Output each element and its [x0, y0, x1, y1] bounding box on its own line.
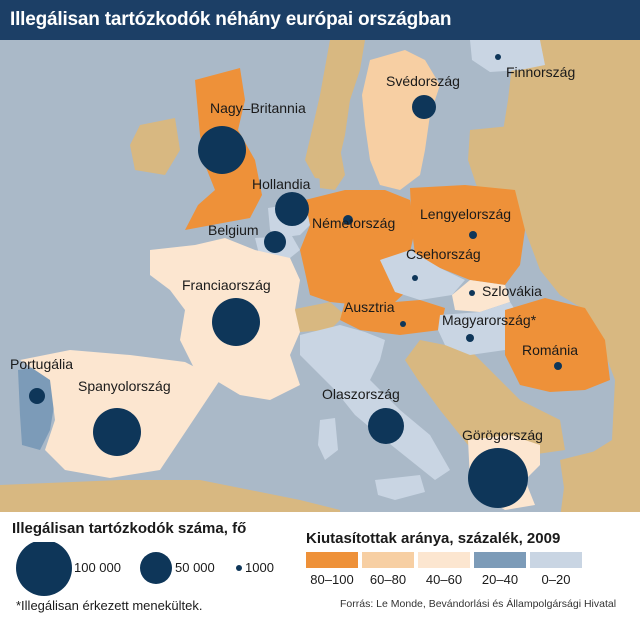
land-turkey — [560, 440, 640, 518]
size-label-medium: 50 000 — [175, 560, 215, 575]
size-legend: Illegálisan tartózkodók száma, fő 100 00… — [0, 512, 292, 632]
swatch-label-20-40: 20–40 — [481, 572, 519, 587]
size-legend-title: Illegálisan tartózkodók száma, fő — [12, 520, 247, 537]
land-ireland — [130, 118, 180, 175]
source-note: Forrás: Le Monde, Bevándorlási és Államp… — [340, 598, 617, 610]
bubble-spain — [93, 408, 141, 456]
country-austria — [340, 300, 445, 335]
bubble-slovakia — [469, 290, 475, 296]
footnote: *Illegálisan érkezett menekültek. — [16, 598, 203, 613]
bubble-germany — [343, 215, 353, 225]
land-norway — [305, 40, 365, 180]
label-uk: Nagy–Britannia — [210, 100, 306, 116]
size-legend-circles — [16, 542, 242, 596]
label-czechia: Csehország — [406, 246, 481, 262]
land-switzerland — [290, 302, 345, 332]
bubble-france — [212, 298, 260, 346]
country-sicily — [375, 475, 425, 500]
label-greece: Görögország — [462, 427, 543, 443]
label-netherlands: Hollandia — [252, 176, 311, 192]
bubble-netherlands — [275, 192, 309, 226]
country-romania — [505, 298, 610, 392]
swatch-40-60 — [418, 552, 470, 568]
swatch-0-20 — [530, 552, 582, 568]
swatch-label-80-100: 80–100 — [310, 572, 354, 587]
label-hungary: Magyarország* — [442, 312, 537, 328]
label-austria: Ausztria — [344, 299, 395, 315]
bubble-finland — [495, 54, 501, 60]
country-finland — [470, 40, 545, 72]
bubble-belgium — [264, 231, 286, 253]
country-hungary — [438, 302, 525, 355]
swatch-80-100 — [306, 552, 358, 568]
label-slovakia: Szlovákia — [482, 283, 542, 299]
label-france: Franciaország — [182, 277, 271, 293]
label-finland: Finnország — [506, 64, 576, 80]
size-label-small: 1000 — [245, 560, 274, 575]
label-belgium: Belgium — [208, 222, 259, 238]
land-north-africa — [0, 480, 340, 518]
label-portugal: Portugália — [10, 356, 74, 372]
size-circle-small — [236, 565, 242, 571]
country-germany — [300, 190, 415, 305]
country-czechia — [380, 250, 465, 300]
map-title: Illegálisan tartózkodók néhány európai o… — [0, 0, 640, 40]
bubble-romania — [554, 362, 562, 370]
swatch-label-60-80: 60–80 — [369, 572, 407, 587]
country-sardinia — [318, 418, 338, 460]
bubble-sweden — [412, 95, 436, 119]
label-sweden: Svédország — [386, 73, 460, 89]
europe-map — [0, 40, 640, 518]
country-slovakia — [452, 280, 510, 312]
bubble-greece — [468, 448, 528, 508]
bubble-poland — [469, 231, 477, 239]
bubble-czechia — [412, 275, 418, 281]
bubble-hungary — [466, 334, 474, 342]
swatch-label-0-20: 0–20 — [541, 572, 571, 587]
bubble-austria — [400, 321, 406, 327]
label-spain: Spanyolország — [78, 378, 171, 394]
size-label-large: 100 000 — [74, 560, 121, 575]
country-portugal — [18, 365, 55, 450]
country-poland — [410, 185, 525, 285]
swatch-60-80 — [362, 552, 414, 568]
ratio-legend: Kiutasítottak aránya, százalék, 2009 80–… — [296, 512, 640, 632]
label-romania: Románia — [522, 342, 579, 358]
bubble-portugal — [29, 388, 45, 404]
legend: Illegálisan tartózkodók száma, fő 100 00… — [0, 512, 640, 632]
size-circle-large — [16, 542, 72, 596]
bubble-uk — [198, 126, 246, 174]
label-italy: Olaszország — [322, 386, 400, 402]
land-east — [500, 40, 640, 518]
ratio-legend-title: Kiutasítottak aránya, százalék, 2009 — [306, 530, 561, 547]
size-circle-medium — [140, 552, 172, 584]
swatch-20-40 — [474, 552, 526, 568]
map-area: Nagy–Britannia Svédország Finnország Hol… — [0, 40, 640, 518]
swatch-label-40-60: 40–60 — [425, 572, 463, 587]
bubble-italy — [368, 408, 404, 444]
country-sweden — [362, 50, 440, 190]
label-germany: Németország — [312, 215, 396, 231]
land-denmark — [318, 148, 345, 190]
label-poland: Lengyelország — [420, 206, 512, 222]
country-italy — [300, 325, 450, 480]
